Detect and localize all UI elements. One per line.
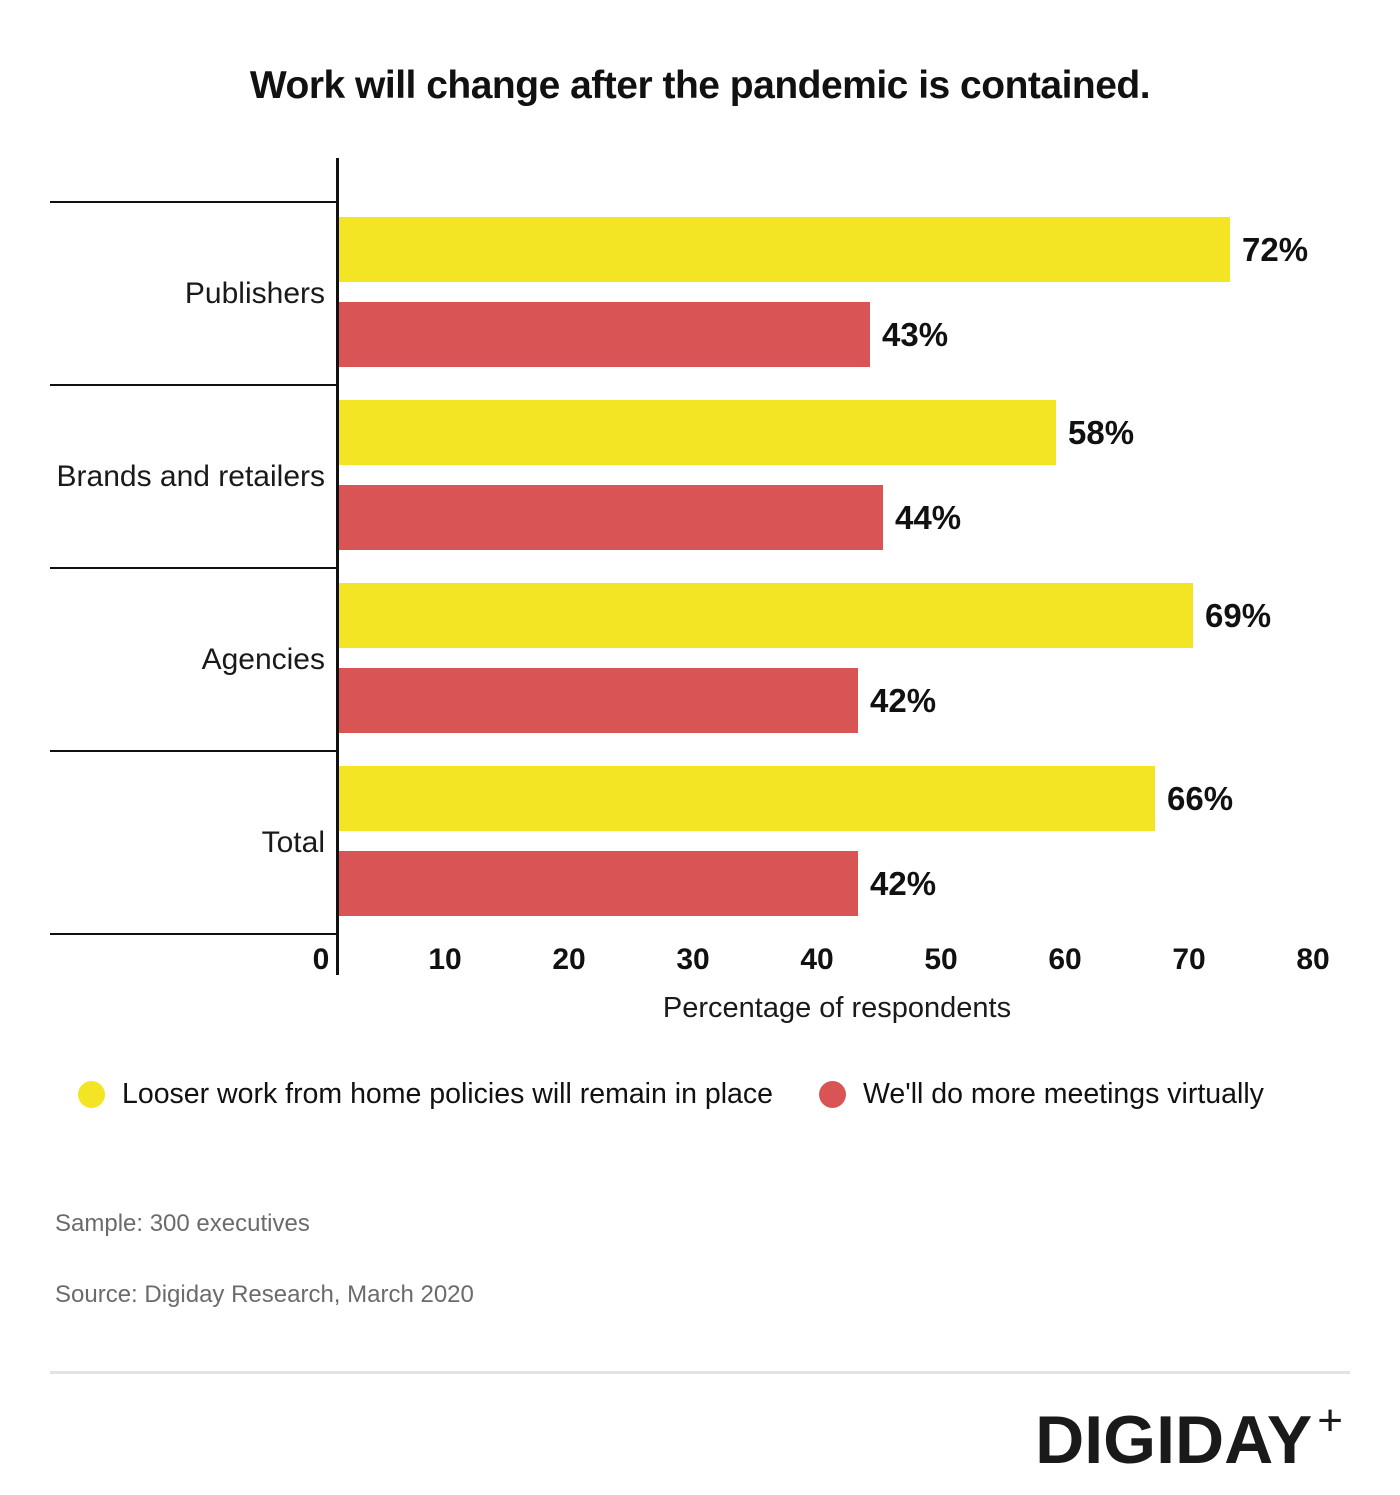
digiday-logo-text: DIGIDAY xyxy=(1035,1402,1313,1478)
category-label: Agencies xyxy=(201,642,325,676)
bar-red xyxy=(337,485,883,550)
x-tick-label: 0 xyxy=(312,943,330,976)
bar-red xyxy=(337,668,858,733)
bar-yellow xyxy=(337,400,1056,465)
legend: Looser work from home policies will rema… xyxy=(78,1078,1264,1111)
row-divider-line xyxy=(50,201,337,203)
footer-divider xyxy=(50,1371,1350,1374)
bar-value-label: 66% xyxy=(1167,779,1234,817)
category-label: Publishers xyxy=(184,276,325,310)
x-tick-label: 20 xyxy=(552,943,586,976)
source-note: Source: Digiday Research, March 2020 xyxy=(55,1281,474,1308)
y-axis-line xyxy=(336,158,339,975)
bar-value-label: 69% xyxy=(1205,596,1272,634)
plus-icon: + xyxy=(1317,1396,1343,1445)
legend-label-virtual-meetings: We'll do more meetings virtually xyxy=(863,1078,1264,1110)
row-divider-line xyxy=(50,567,337,569)
x-tick-label: 30 xyxy=(676,943,710,976)
bar-value-label: 42% xyxy=(870,681,937,719)
bar-yellow xyxy=(337,766,1155,831)
bar-red xyxy=(337,302,870,367)
legend-item-wfh: Looser work from home policies will rema… xyxy=(78,1078,773,1111)
bar-value-label: 42% xyxy=(870,864,937,902)
category-label: Total xyxy=(261,825,325,859)
x-tick-label: 40 xyxy=(800,943,834,976)
category-label: Brands and retailers xyxy=(56,459,325,493)
bar-value-label: 58% xyxy=(1068,413,1135,451)
x-tick-label: 70 xyxy=(1172,943,1206,976)
bar-red xyxy=(337,851,858,916)
x-tick-label: 50 xyxy=(924,943,958,976)
bar-value-label: 43% xyxy=(882,315,949,353)
legend-swatch-yellow-icon xyxy=(78,1081,105,1108)
legend-item-virtual-meetings: We'll do more meetings virtually xyxy=(819,1078,1264,1111)
x-tick-label: 60 xyxy=(1048,943,1082,976)
digiday-logo: DIGIDAY + xyxy=(1035,1396,1343,1479)
chart-title: Work will change after the pandemic is c… xyxy=(249,64,1151,107)
row-divider-line xyxy=(50,384,337,386)
x-tick-label: 80 xyxy=(1296,943,1330,976)
x-tick-label: 10 xyxy=(428,943,462,976)
bar-yellow xyxy=(337,217,1230,282)
row-divider-line xyxy=(50,750,337,752)
sample-note: Sample: 300 executives xyxy=(55,1210,310,1237)
bar-yellow xyxy=(337,583,1193,648)
row-divider-line xyxy=(50,933,337,935)
bar-value-label: 44% xyxy=(895,498,962,536)
legend-swatch-red-icon xyxy=(819,1081,847,1108)
bar-value-label: 72% xyxy=(1242,230,1309,268)
x-axis-label: Percentage of respondents xyxy=(662,992,1012,1024)
legend-label-wfh: Looser work from home policies will rema… xyxy=(122,1078,774,1110)
